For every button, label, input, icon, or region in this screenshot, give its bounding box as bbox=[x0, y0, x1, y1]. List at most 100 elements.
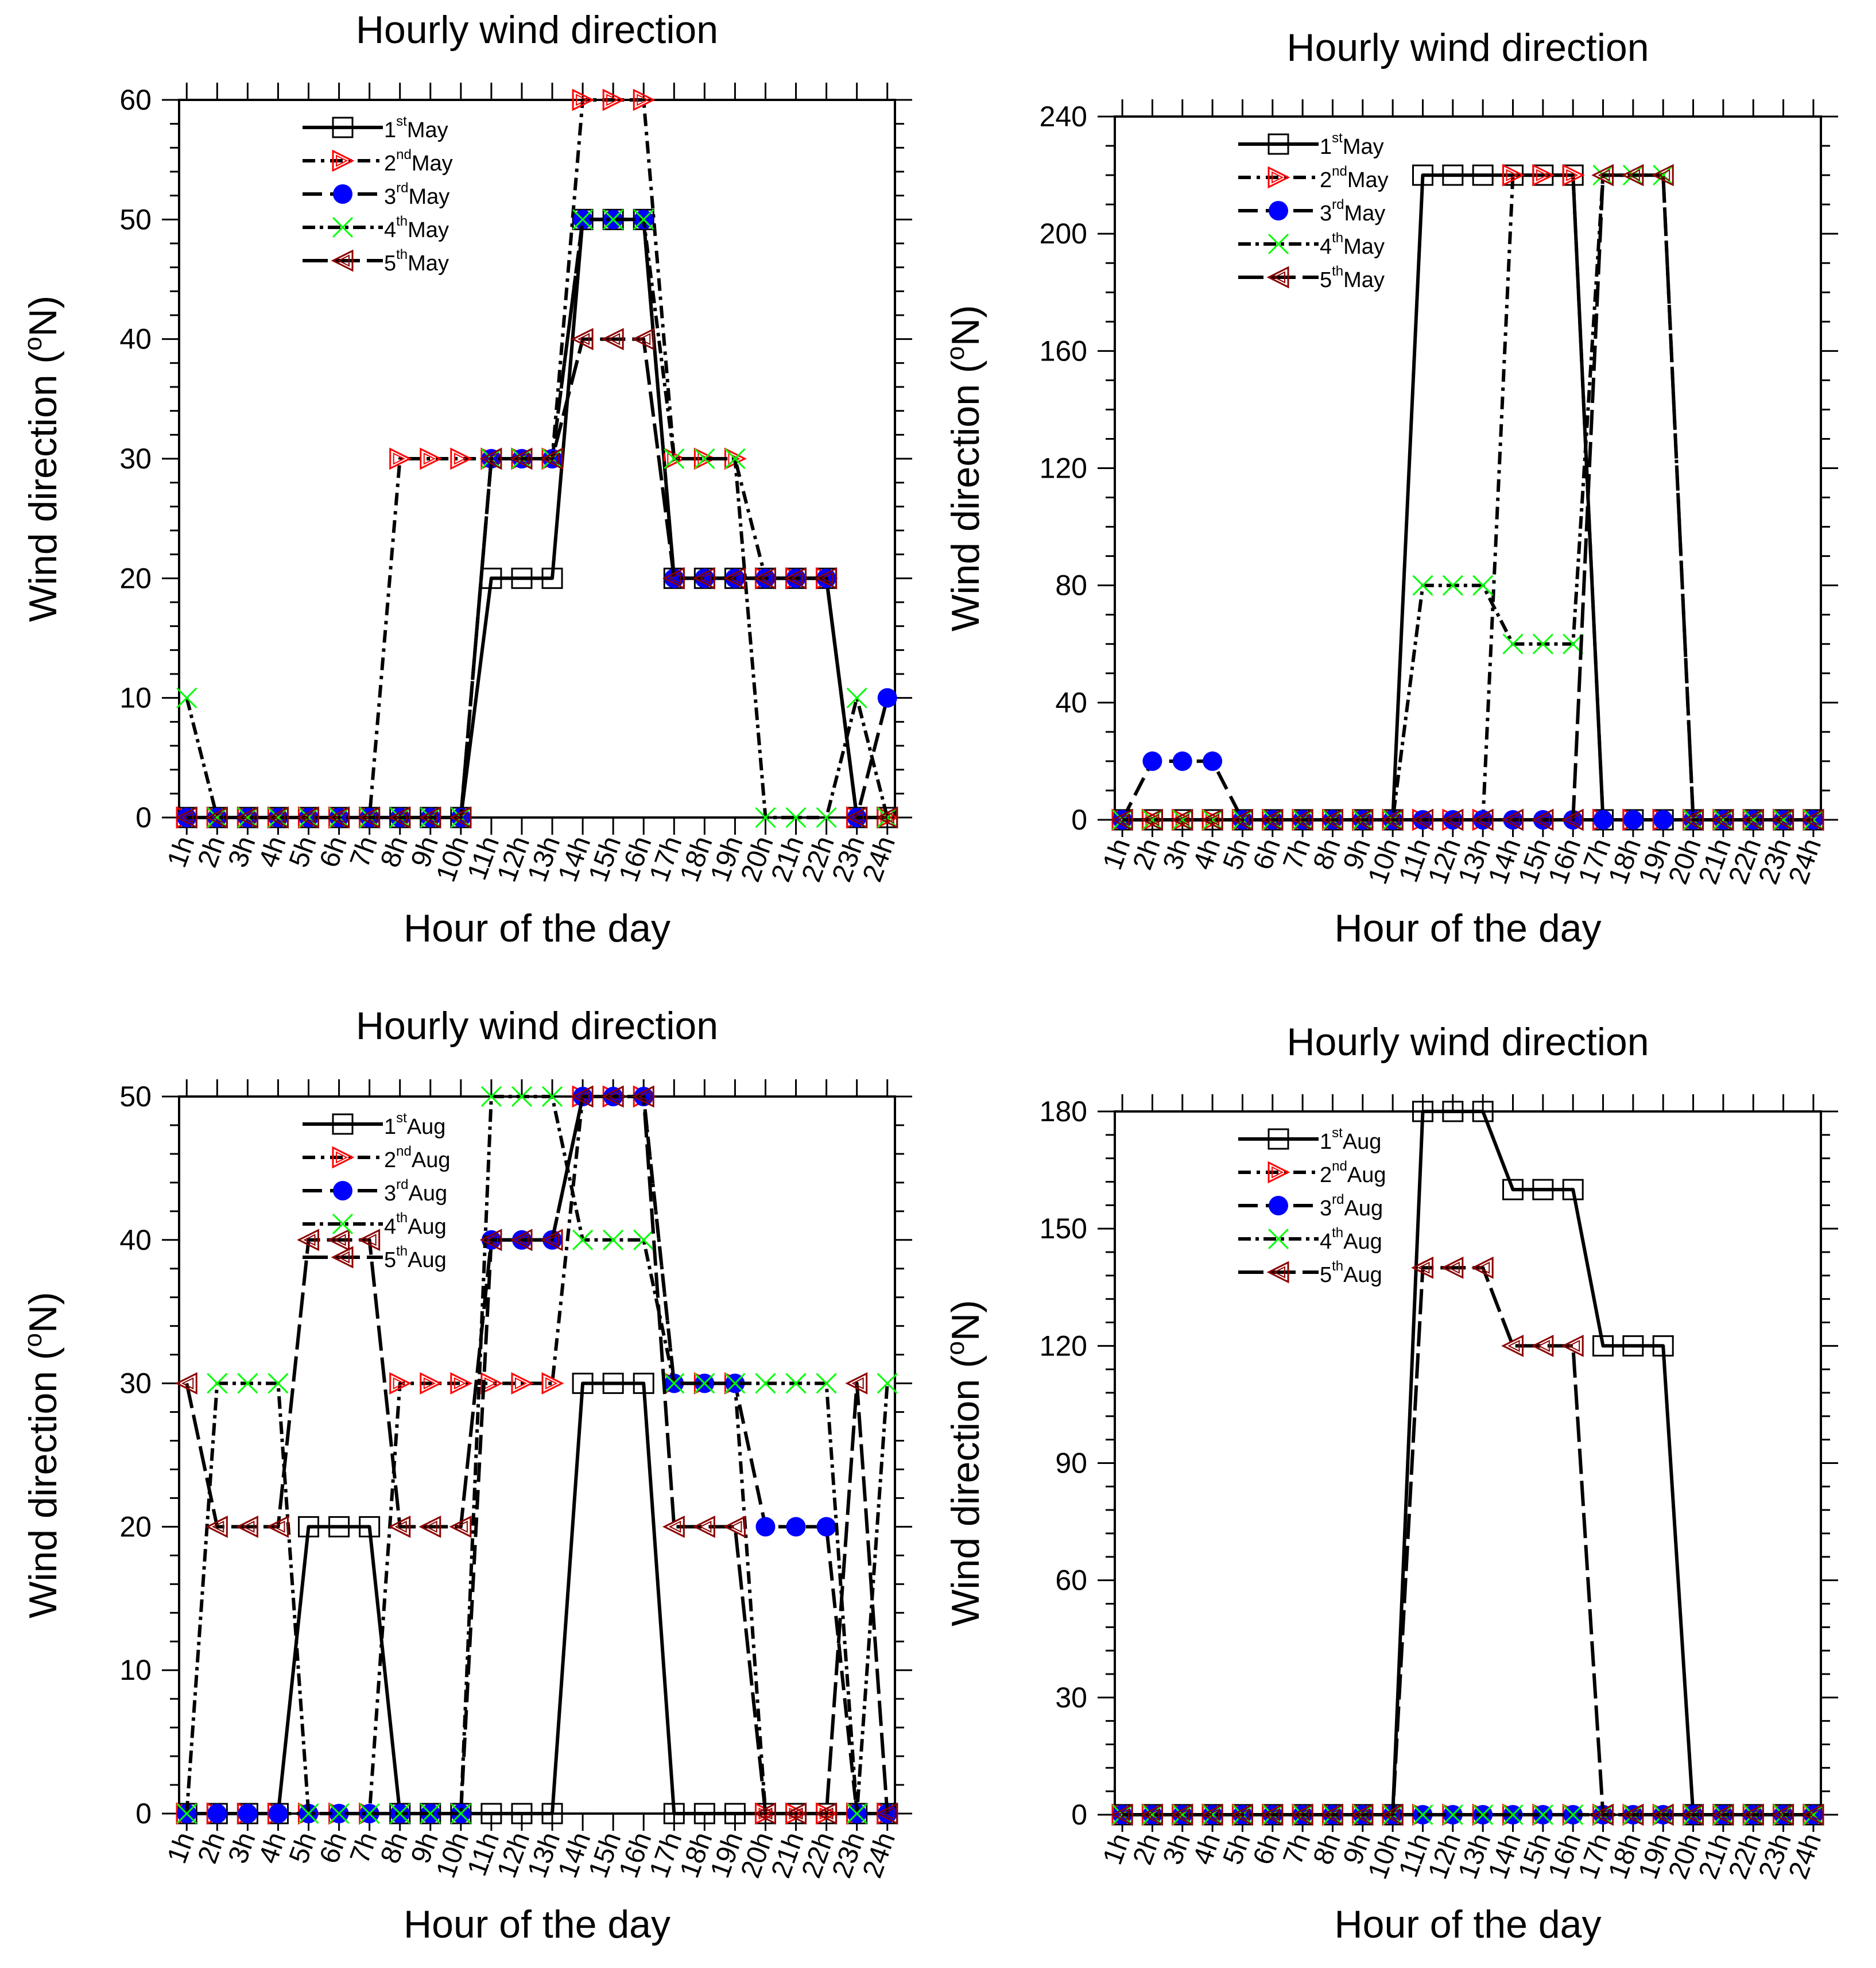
legend-label: 3rdAug bbox=[1320, 1192, 1383, 1221]
triangle-inner bbox=[1566, 169, 1579, 181]
data-point-marker bbox=[1651, 164, 1674, 187]
y-tick-label: 180 bbox=[1040, 1095, 1087, 1128]
legend-item: 2ndMay bbox=[303, 147, 453, 176]
data-point-marker bbox=[205, 1515, 228, 1538]
data-point-marker bbox=[1112, 1804, 1133, 1826]
data-point-marker bbox=[1653, 810, 1673, 830]
y-tick-label: 0 bbox=[1071, 804, 1087, 836]
y-label-superscript: o bbox=[19, 1333, 47, 1347]
data-point-marker bbox=[724, 448, 746, 470]
data-point-marker bbox=[389, 1372, 412, 1395]
data-point-marker bbox=[1411, 1256, 1433, 1279]
series-3 bbox=[177, 210, 897, 827]
y-label-text: Wind direction ( bbox=[21, 351, 65, 622]
legend-label: 2ndAug bbox=[1320, 1159, 1386, 1187]
data-point-marker bbox=[1141, 808, 1163, 831]
triangle-inner bbox=[1627, 1808, 1640, 1821]
plot-frame bbox=[1114, 115, 1822, 821]
triangle-outline bbox=[1381, 808, 1404, 831]
legend-marker bbox=[1266, 1261, 1289, 1284]
data-point-marker bbox=[1532, 1179, 1554, 1200]
data-point-marker bbox=[846, 687, 867, 708]
legend-label-suffix: st bbox=[396, 114, 407, 129]
data-point-marker bbox=[327, 1229, 350, 1252]
legend-item: 2ndMay bbox=[1238, 164, 1389, 192]
triangle-outline bbox=[479, 447, 502, 470]
triangle-inner bbox=[425, 811, 437, 824]
data-point-marker bbox=[236, 806, 258, 829]
legend-label-suffix: nd bbox=[396, 1144, 412, 1159]
triangle-outline bbox=[1110, 1803, 1133, 1826]
legend-label-suffix: th bbox=[1332, 1225, 1343, 1241]
data-point-marker bbox=[1471, 1256, 1494, 1279]
legend-label-month: May bbox=[1347, 168, 1389, 192]
legend-label-suffix: th bbox=[396, 214, 408, 229]
y-tick-label: 0 bbox=[1071, 1799, 1087, 1831]
data-point-marker bbox=[1532, 164, 1555, 187]
triangle-outline bbox=[1411, 1256, 1433, 1279]
legend-marker bbox=[331, 1246, 354, 1269]
series-line bbox=[185, 1095, 889, 1815]
legend-label-suffix: nd bbox=[1332, 164, 1347, 179]
data-point-marker bbox=[1442, 1804, 1463, 1826]
triangle-inner bbox=[1477, 1261, 1490, 1274]
triangle-outline bbox=[1741, 1803, 1764, 1826]
triangle-outline bbox=[450, 1372, 473, 1395]
triangle-outline bbox=[845, 806, 868, 829]
chart-panel-4: Hourly wind direction03060901201501801h2… bbox=[941, 1020, 1838, 1946]
data-point-marker bbox=[1412, 1804, 1433, 1826]
legend-label-month: May bbox=[407, 118, 448, 142]
triangle-outline bbox=[692, 567, 715, 590]
data-point-marker bbox=[631, 328, 654, 351]
triangle-outline bbox=[449, 806, 472, 829]
triangle-inner bbox=[1327, 1808, 1340, 1821]
triangle-inner bbox=[486, 1234, 498, 1246]
triangle-outline bbox=[480, 1372, 503, 1395]
data-point-marker bbox=[601, 1085, 624, 1108]
triangle-outline bbox=[1290, 808, 1313, 831]
data-point-marker bbox=[663, 447, 686, 470]
data-point-marker bbox=[327, 806, 350, 829]
triangle-inner bbox=[1447, 1261, 1460, 1274]
data-point-marker bbox=[1231, 1803, 1253, 1826]
data-point-marker bbox=[1502, 164, 1525, 187]
series-line bbox=[1122, 173, 1813, 822]
triangle-inner bbox=[821, 572, 834, 584]
triangle-inner bbox=[1657, 1808, 1670, 1821]
legend-marker bbox=[332, 1113, 354, 1135]
data-point-marker bbox=[298, 1516, 320, 1537]
x-axis: 1h2h3h4h5h6h7h8h9h10h11h12h13h14h15h16h1… bbox=[1097, 99, 1827, 888]
data-point-marker bbox=[1501, 808, 1524, 831]
legend-label-number: 4 bbox=[384, 218, 396, 242]
series-1 bbox=[176, 208, 898, 828]
y-tick-label: 0 bbox=[135, 1797, 152, 1830]
triangle-outline bbox=[815, 1802, 838, 1825]
triangle-inner bbox=[1688, 1808, 1700, 1821]
triangle-inner bbox=[516, 452, 529, 465]
series-line bbox=[187, 218, 889, 819]
triangle-inner bbox=[669, 572, 681, 584]
data-point-marker bbox=[389, 1803, 410, 1824]
data-point-marker bbox=[1172, 809, 1193, 831]
data-point-marker bbox=[694, 448, 715, 470]
triangle-inner bbox=[1747, 1808, 1761, 1821]
data-point-marker bbox=[1112, 809, 1133, 831]
triangle-outline bbox=[1261, 808, 1284, 831]
triangle-outline bbox=[331, 249, 354, 272]
data-point-marker bbox=[1170, 1803, 1193, 1826]
data-point-marker bbox=[420, 1803, 441, 1824]
data-point-marker bbox=[541, 1372, 564, 1395]
triangle-inner bbox=[1207, 813, 1220, 826]
triangle-outline bbox=[1268, 166, 1290, 189]
data-point-marker bbox=[1652, 1335, 1674, 1357]
chart-title: Hourly wind direction bbox=[1286, 1020, 1649, 1064]
triangle-outline bbox=[602, 88, 625, 111]
triangle-outline bbox=[692, 1515, 715, 1538]
legend-marker bbox=[332, 1213, 354, 1235]
series-4 bbox=[1112, 165, 1824, 831]
x-axis-label: Hour of the day bbox=[1335, 906, 1602, 950]
legend-label-number: 4 bbox=[384, 1215, 396, 1239]
data-point-marker bbox=[1203, 751, 1223, 771]
triangle-inner bbox=[1507, 1339, 1520, 1352]
